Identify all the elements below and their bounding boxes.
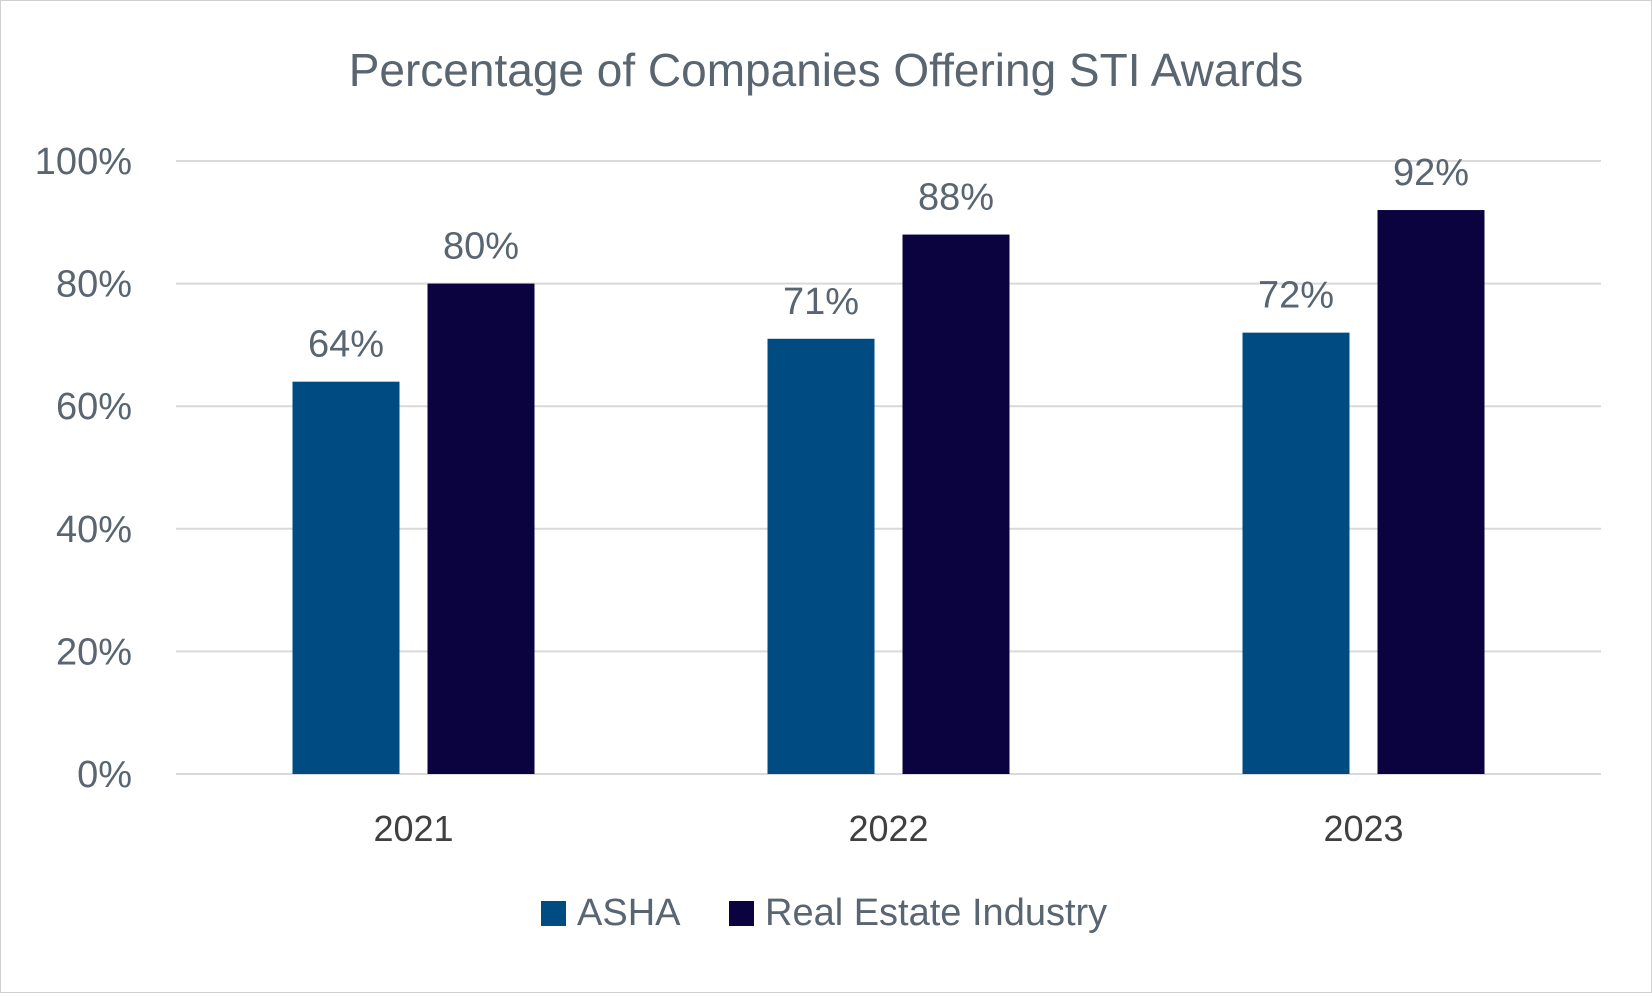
legend-swatch-asha [541,901,566,926]
data-label-real-estate-industry-2022: 88% [918,177,994,219]
data-labels: 64% 80% 71% 88% 72% 92% [308,152,1469,366]
gridlines [176,160,1601,775]
x-tick-label-2023: 2023 [1323,808,1403,849]
y-tick-label-40: 40% [56,509,132,551]
legend-swatch-real-estate-industry [729,901,754,926]
bar-asha-2022 [767,338,875,774]
y-tick-label-20: 20% [56,631,132,673]
bars [292,210,1485,775]
legend-label-asha: ASHA [577,892,681,934]
bar-real-estate-industry-2021 [427,283,535,774]
x-axis-tick-labels: 2021 2022 2023 [373,808,1403,849]
y-tick-label-0: 0% [77,754,132,796]
data-label-real-estate-industry-2023: 92% [1393,152,1469,194]
legend-label-real-estate-industry: Real Estate Industry [765,892,1107,934]
chart-title: Percentage of Companies Offering STI Awa… [349,44,1304,96]
bar-asha-2021 [292,381,400,774]
data-label-real-estate-industry-2021: 80% [443,226,519,268]
y-tick-label-100: 100% [35,141,132,183]
bar-real-estate-industry-2022 [902,234,1010,774]
legend: ASHA Real Estate Industry [541,892,1107,934]
y-tick-label-80: 80% [56,264,132,306]
data-label-asha-2021: 64% [308,324,384,366]
x-tick-label-2021: 2021 [373,808,453,849]
y-tick-label-60: 60% [56,386,132,428]
x-tick-label-2022: 2022 [848,808,928,849]
bar-real-estate-industry-2023 [1377,210,1485,775]
bar-asha-2023 [1242,332,1350,774]
data-label-asha-2022: 71% [783,281,859,323]
data-label-asha-2023: 72% [1258,275,1334,317]
y-axis-tick-labels: 0% 20% 40% 60% 80% 100% [35,141,132,796]
